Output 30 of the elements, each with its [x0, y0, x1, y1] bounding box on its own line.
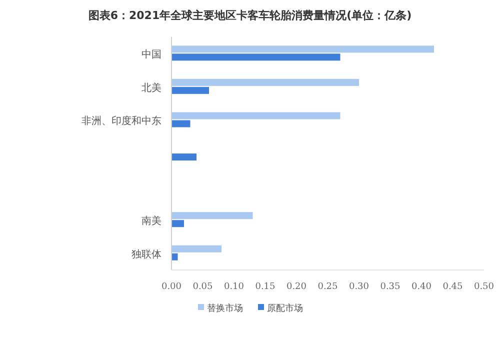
bar — [172, 220, 184, 228]
x-tick-label: 0.05 — [192, 282, 214, 292]
y-tick-label: 中国 — [142, 48, 162, 61]
bar — [172, 120, 190, 128]
bar — [172, 212, 253, 220]
y-tick-label: 独联体 — [132, 248, 162, 260]
x-tick-label: 0.45 — [442, 282, 464, 292]
legend-label: 原配市场 — [267, 303, 303, 314]
x-tick-label: 0.15 — [255, 282, 276, 292]
bar — [172, 253, 178, 260]
y-tick-label: 北美 — [142, 82, 162, 94]
bar — [172, 154, 196, 160]
bar — [172, 78, 359, 86]
x-tick-label: 0.25 — [318, 282, 338, 292]
legend-label: 替换市场 — [207, 303, 243, 314]
x-tick-label: 0.00 — [161, 282, 182, 292]
x-tick-label: 0.20 — [286, 282, 307, 292]
bar — [172, 112, 340, 120]
x-tick-label: 0.30 — [348, 282, 370, 292]
x-tick-label: 0.50 — [474, 282, 494, 292]
x-tick-label: 0.40 — [411, 282, 432, 292]
bar — [172, 245, 222, 252]
bar — [172, 86, 209, 94]
x-tick-label: 0.10 — [224, 282, 244, 292]
chart-title: 图表6：2021年全球主要地区卡客车轮胎消费量情况(单位：亿条) — [88, 9, 412, 22]
bar — [172, 46, 434, 53]
x-tick-label: 0.35 — [380, 282, 401, 292]
y-tick-label: 非洲、印度和中东 — [82, 115, 162, 128]
bar — [172, 54, 340, 61]
y-tick-label: 南美 — [142, 215, 162, 228]
